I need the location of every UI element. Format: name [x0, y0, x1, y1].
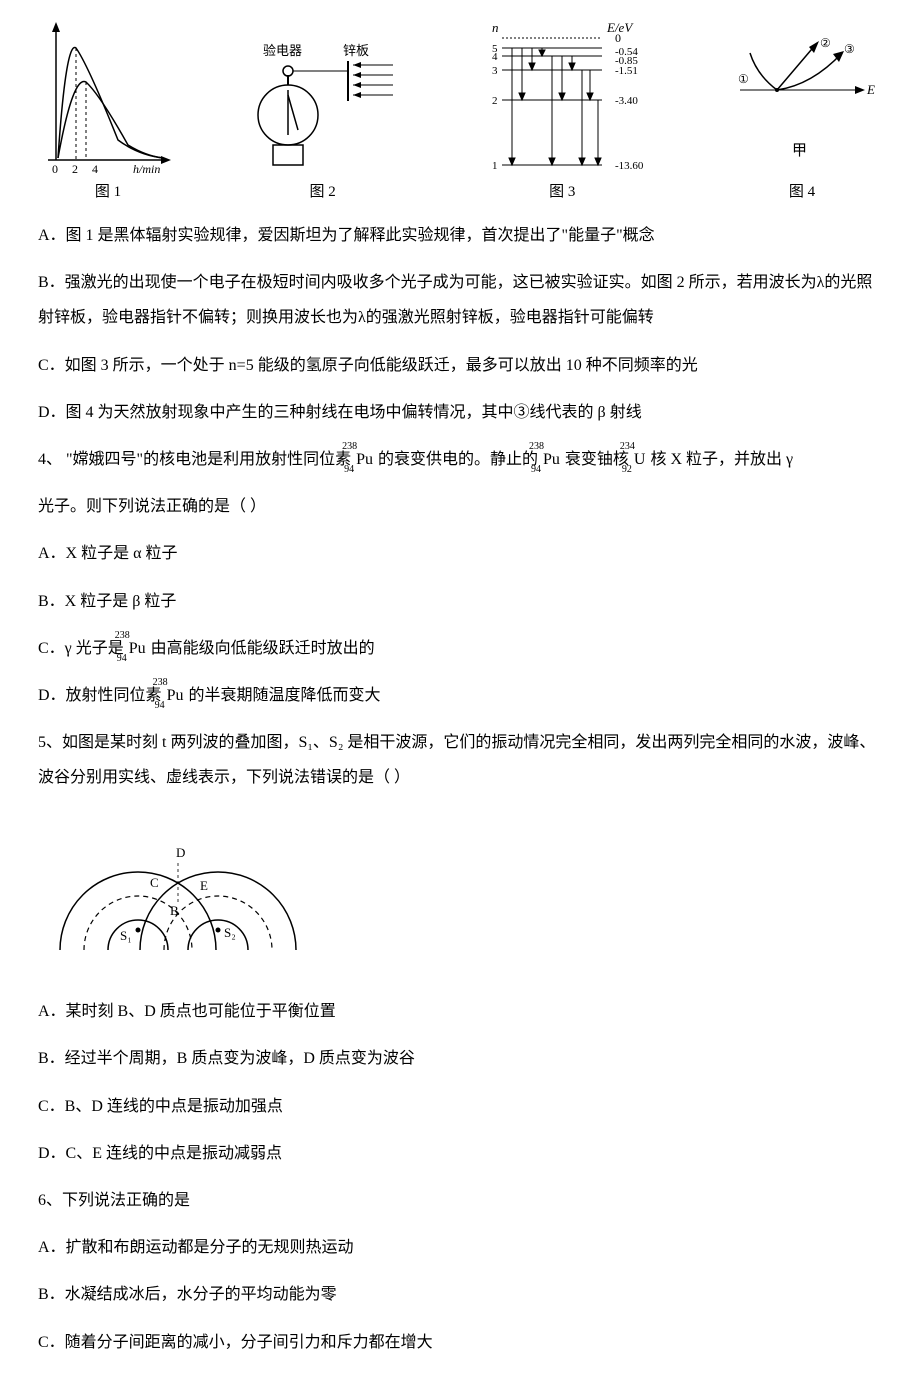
- u234: 23492U: [634, 442, 646, 477]
- pu238-4: 23894Pu: [167, 678, 184, 713]
- q4-option-b: B．X 粒子是 β 粒子: [38, 584, 882, 619]
- figures-row: 0 2 4 h/min 图 1 验电器 锌板 图: [38, 20, 882, 206]
- svg-text:0: 0: [52, 162, 58, 175]
- fig3-caption: 图 3: [549, 179, 575, 206]
- svg-text:3: 3: [492, 65, 498, 77]
- q6-stem: 6、下列说法正确的是: [38, 1183, 882, 1218]
- rays-efield-icon: E ② ③ ① 甲: [722, 35, 882, 175]
- q3-option-b: B．强激光的出现使一个电子在极短时间内吸收多个光子成为可能，这已被实验证实。如图…: [38, 265, 882, 335]
- energy-levels-icon: n E/eV 0 5 -0.54 4 -0.85 3 -1.51 2 -3.40…: [467, 20, 657, 175]
- svg-text:h/min: h/min: [133, 162, 160, 175]
- svg-text:-1.51: -1.51: [615, 65, 638, 77]
- pu238-2: 23894Pu: [543, 442, 560, 477]
- q5-option-d: D．C、E 连线的中点是振动减弱点: [38, 1136, 882, 1171]
- q4-option-d: D．放射性同位素 23894Pu 的半衰期随温度降低而变大: [38, 678, 882, 713]
- q4-option-c: C．γ 光子是 23894Pu 由高能级向低能级跃迁时放出的: [38, 631, 882, 666]
- label-c: C: [150, 875, 159, 890]
- label-s2: S₂: [224, 925, 236, 940]
- q4-d-a: D．放射性同位素: [38, 687, 162, 704]
- figure-1: 0 2 4 h/min 图 1: [38, 20, 178, 206]
- figure-4: E ② ③ ① 甲 图 4: [722, 35, 882, 206]
- q6-option-b: B．水凝结成冰后，水分子的平均动能为零: [38, 1277, 882, 1312]
- svg-text:2: 2: [492, 95, 498, 107]
- pu238-1: 23894Pu: [356, 442, 373, 477]
- svg-text:-13.60: -13.60: [615, 160, 644, 172]
- pu238-3: 23894Pu: [129, 631, 146, 666]
- q5-option-a: A．某时刻 B、D 质点也可能位于平衡位置: [38, 994, 882, 1029]
- label-s1: S₁: [120, 928, 132, 943]
- q4-c-a: C．γ 光子是: [38, 640, 124, 657]
- blackbody-graph-icon: 0 2 4 h/min: [38, 20, 178, 175]
- q4-stem-e: 光子。则下列说法正确的是（ ）: [38, 489, 882, 524]
- svg-text:锌板: 锌板: [343, 43, 369, 58]
- q4-stem-b: 的衰变供电的。静止的: [378, 451, 538, 468]
- fig4-caption: 图 4: [789, 179, 815, 206]
- svg-text:①: ①: [738, 72, 749, 86]
- q3-option-c: C．如图 3 所示，一个处于 n=5 能级的氢原子向低能级跃迁，最多可以放出 1…: [38, 348, 882, 383]
- q4-stem-a: 4、 "嫦娥四号"的核电池是利用放射性同位素: [38, 451, 351, 468]
- svg-text:甲: 甲: [792, 143, 807, 159]
- svg-text:②: ②: [820, 36, 831, 50]
- svg-text:③: ③: [844, 42, 855, 56]
- svg-text:4: 4: [92, 162, 98, 175]
- wave-interference-icon: S₁ S₂ B C D E: [50, 815, 310, 965]
- label-b: B: [170, 903, 179, 918]
- svg-text:-3.40: -3.40: [615, 95, 638, 107]
- q4-stem-d: 核 X 粒子，并放出 γ: [650, 451, 793, 468]
- label-e: E: [200, 878, 208, 893]
- label-d: D: [176, 845, 185, 860]
- q4-c-b: 由高能级向低能级跃迁时放出的: [151, 640, 375, 657]
- q5-stem: 5、如图是某时刻 t 两列波的叠加图，S₁、S₂ 是相干波源，它们的振动情况完全…: [38, 725, 882, 795]
- svg-text:0: 0: [615, 31, 621, 45]
- fig2-caption: 图 2: [310, 179, 336, 206]
- q4-d-b: 的半衰期随温度降低而变大: [188, 687, 380, 704]
- svg-text:2: 2: [72, 162, 78, 175]
- figure-3: n E/eV 0 5 -0.54 4 -0.85 3 -1.51 2 -3.40…: [467, 20, 657, 206]
- electroscope-icon: 验电器 锌板: [243, 35, 403, 175]
- q3-option-a: A．图 1 是黑体辐射实验规律，爱因斯坦为了解释此实验规律，首次提出了"能量子"…: [38, 218, 882, 253]
- q5-option-c: C．B、D 连线的中点是振动加强点: [38, 1089, 882, 1124]
- fig1-caption: 图 1: [95, 179, 121, 206]
- q6-option-c: C．随着分子间距离的减小，分子间引力和斥力都在增大: [38, 1325, 882, 1360]
- q3-option-d: D．图 4 为天然放射现象中产生的三种射线在电场中偏转情况，其中③线代表的 β …: [38, 395, 882, 430]
- q6-option-a: A．扩散和布朗运动都是分子的无规则热运动: [38, 1230, 882, 1265]
- q4-option-a: A．X 粒子是 α 粒子: [38, 536, 882, 571]
- q4-stem: 4、 "嫦娥四号"的核电池是利用放射性同位素 23894Pu 的衰变供电的。静止…: [38, 442, 882, 477]
- svg-text:E: E: [866, 82, 875, 97]
- svg-text:n: n: [492, 20, 499, 35]
- figure-2: 验电器 锌板 图 2: [243, 35, 403, 206]
- svg-text:4: 4: [492, 51, 498, 63]
- wave-diagram: S₁ S₂ B C D E: [50, 815, 882, 976]
- svg-text:验电器: 验电器: [263, 43, 302, 58]
- q5-option-b: B．经过半个周期，B 质点变为波峰，D 质点变为波谷: [38, 1041, 882, 1076]
- svg-text:1: 1: [492, 160, 498, 172]
